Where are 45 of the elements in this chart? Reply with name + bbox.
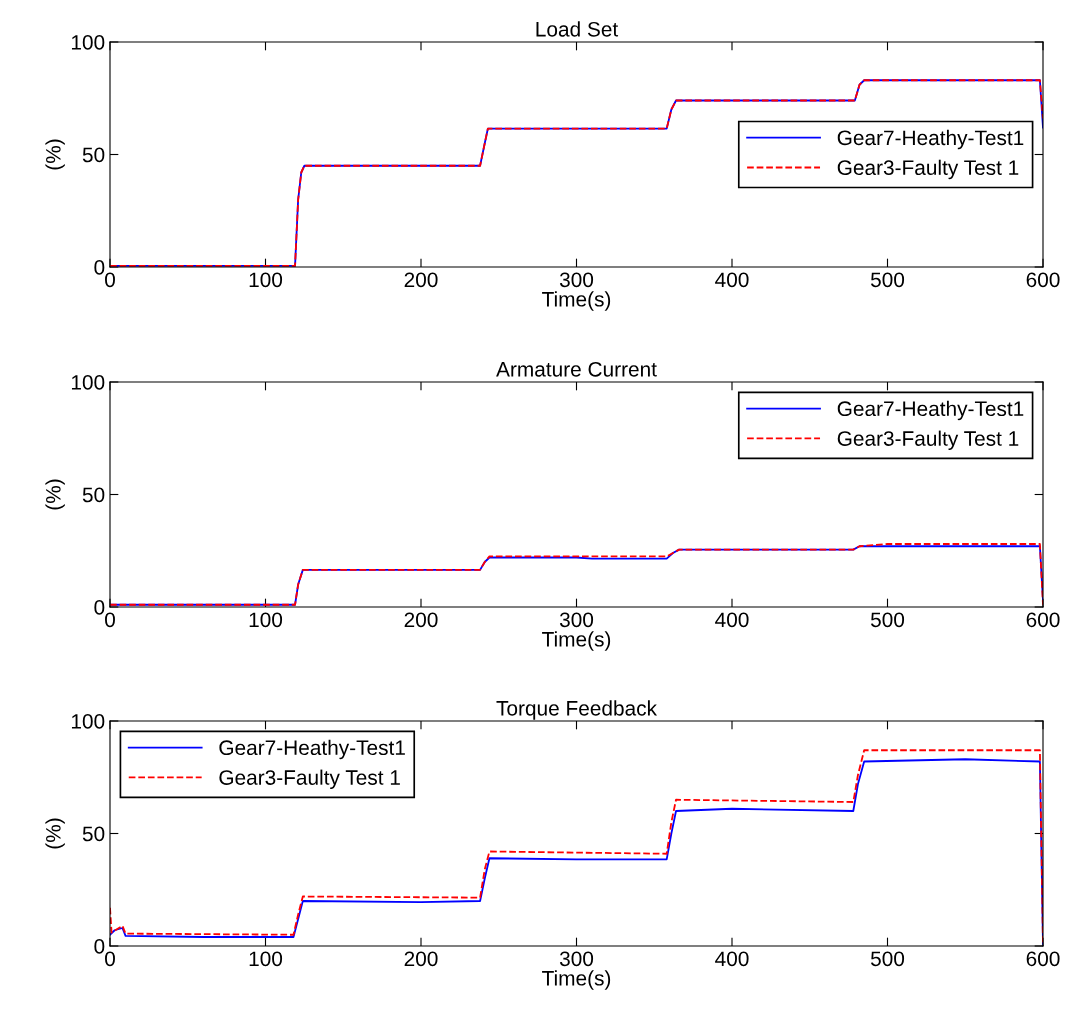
- x-tick-label: 400: [715, 612, 749, 628]
- y-tick-label: 100: [71, 35, 105, 50]
- x-axis-title: Time(s): [542, 631, 611, 651]
- y-tick-label: 50: [82, 487, 105, 503]
- legend-label: Gear3-Faulty Test 1: [837, 430, 1019, 451]
- y-tick-label: 100: [71, 375, 105, 390]
- x-tick-label: 600: [1026, 272, 1060, 288]
- legend-label: Gear7-Heathy-Test1: [837, 400, 1024, 421]
- chart-title: Load Set: [536, 21, 619, 37]
- legend-label: Gear3-Faulty Test 1: [837, 159, 1019, 180]
- y-axis-title: (%): [45, 139, 65, 170]
- x-tick-label: 100: [249, 272, 283, 288]
- x-tick-label: 200: [404, 951, 438, 967]
- y-tick-label: 100: [71, 714, 105, 729]
- y-axis-title: (%): [45, 818, 65, 849]
- x-tick-label: 600: [1026, 612, 1060, 628]
- y-axis-title: (%): [45, 479, 65, 510]
- y-tick-label: 0: [94, 939, 105, 954]
- x-tick-label: 100: [249, 951, 283, 967]
- x-tick-label: 300: [559, 272, 594, 288]
- legend-label: Gear7-Heathy-Test1: [219, 739, 405, 760]
- x-tick-label: 400: [715, 272, 749, 288]
- x-tick-label: 300: [559, 612, 594, 628]
- x-tick-label: 200: [404, 272, 438, 288]
- x-axis-title: Time(s): [542, 970, 611, 990]
- y-tick-label: 0: [94, 600, 105, 615]
- y-tick-label: 50: [82, 826, 105, 842]
- x-tick-label: 200: [404, 612, 438, 628]
- x-tick-label: 500: [870, 951, 905, 967]
- x-tick-label: 0: [105, 272, 115, 288]
- x-tick-label: 400: [715, 951, 749, 967]
- y-tick-label: 50: [82, 147, 105, 163]
- x-tick-label: 0: [105, 951, 115, 967]
- legend-label: Gear3-Faulty Test 1: [219, 769, 400, 790]
- y-tick-label: 0: [94, 260, 105, 275]
- x-axis-title: Time(s): [542, 291, 611, 311]
- x-tick-label: 300: [559, 951, 594, 967]
- chart-title: Torque Feedback: [496, 700, 658, 720]
- x-tick-label: 100: [249, 612, 283, 628]
- x-tick-label: 0: [105, 612, 115, 628]
- x-tick-label: 500: [870, 272, 905, 288]
- legend-label: Gear7-Heathy-Test1: [837, 129, 1024, 150]
- chart-title: Armature Current: [496, 361, 657, 377]
- x-tick-label: 500: [870, 612, 905, 628]
- x-tick-label: 600: [1026, 951, 1060, 967]
